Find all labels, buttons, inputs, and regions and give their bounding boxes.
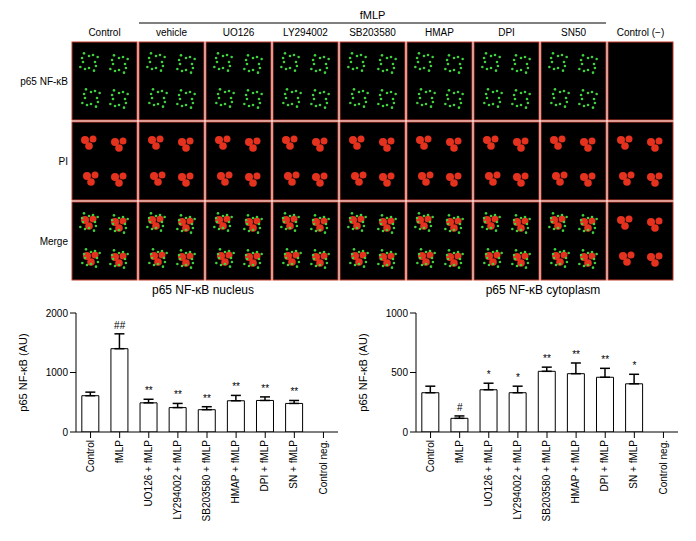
svg-text:Control neg.: Control neg.: [318, 440, 329, 494]
svg-text:Control: Control: [88, 27, 120, 38]
svg-text:Merge: Merge: [40, 236, 69, 247]
svg-text:**: **: [145, 385, 153, 396]
svg-text:HMAP + fMLP: HMAP + fMLP: [570, 440, 581, 504]
svg-text:fMLP: fMLP: [454, 440, 465, 464]
svg-text:**: **: [261, 383, 269, 394]
html-text:p65 NF-κB cytoplasm: p65 NF-κB cytoplasm: [485, 283, 601, 297]
svg-text:*: *: [516, 372, 520, 383]
svg-text:DPI + fMLP: DPI + fMLP: [599, 440, 610, 492]
svg-text:SN + fMLP: SN + fMLP: [628, 440, 639, 489]
svg-text:*: *: [487, 369, 491, 380]
svg-text:1000: 1000: [46, 367, 69, 378]
svg-text:*: *: [632, 360, 636, 371]
svg-text:**: **: [174, 389, 182, 400]
svg-text:p65 NF-κB (AU): p65 NF-κB (AU): [17, 333, 29, 411]
svg-text:**: **: [290, 386, 298, 397]
svg-text:Control: Control: [85, 440, 96, 472]
svg-text:SB203580: SB203580: [349, 27, 396, 38]
svg-text:0: 0: [62, 427, 68, 438]
svg-text:vehicle: vehicle: [156, 27, 188, 38]
svg-text:LY294002 + fMLP: LY294002 + fMLP: [512, 440, 523, 520]
svg-text:Control neg.: Control neg.: [658, 440, 669, 494]
svg-text:HMAP + fMLP: HMAP + fMLP: [230, 440, 241, 504]
svg-text:**: **: [203, 393, 211, 404]
svg-text:UO126: UO126: [223, 27, 255, 38]
svg-text:SN50: SN50: [561, 27, 586, 38]
svg-text:##: ##: [114, 320, 126, 331]
svg-text:fMLP: fMLP: [360, 9, 386, 21]
svg-text:PI: PI: [59, 156, 68, 167]
html-text:p65 NF-κB nucleus: p65 NF-κB nucleus: [152, 283, 254, 297]
svg-text:**: **: [601, 354, 609, 365]
svg-text:Control: Control: [425, 440, 436, 472]
svg-text:UO126 + fMLP: UO126 + fMLP: [143, 440, 154, 507]
svg-text:DPI + fMLP: DPI + fMLP: [259, 440, 270, 492]
svg-text:HMAP: HMAP: [425, 27, 454, 38]
svg-text:500: 500: [391, 367, 408, 378]
svg-text:p65 NF-κB (AU): p65 NF-κB (AU): [357, 333, 369, 411]
svg-text:**: **: [543, 353, 551, 364]
svg-text:Control (−): Control (−): [617, 27, 665, 38]
svg-text:SN + fMLP: SN + fMLP: [288, 440, 299, 489]
svg-text:**: **: [572, 349, 580, 360]
svg-text:1000: 1000: [386, 308, 409, 319]
svg-text:SB203580 + fMLP: SB203580 + fMLP: [541, 440, 552, 522]
svg-text:DPI: DPI: [498, 27, 515, 38]
svg-text:LY294002: LY294002: [283, 27, 328, 38]
svg-text:#: #: [457, 402, 463, 413]
svg-text:0: 0: [402, 427, 408, 438]
svg-text:SB203580 + fMLP: SB203580 + fMLP: [201, 440, 212, 522]
svg-text:UO126 + fMLP: UO126 + fMLP: [483, 440, 494, 507]
svg-text:p65 NF-κB: p65 NF-κB: [20, 76, 68, 87]
svg-text:2000: 2000: [46, 308, 69, 319]
svg-text:fMLP: fMLP: [114, 440, 125, 464]
svg-text:**: **: [232, 381, 240, 392]
svg-text:LY294002 + fMLP: LY294002 + fMLP: [172, 440, 183, 520]
